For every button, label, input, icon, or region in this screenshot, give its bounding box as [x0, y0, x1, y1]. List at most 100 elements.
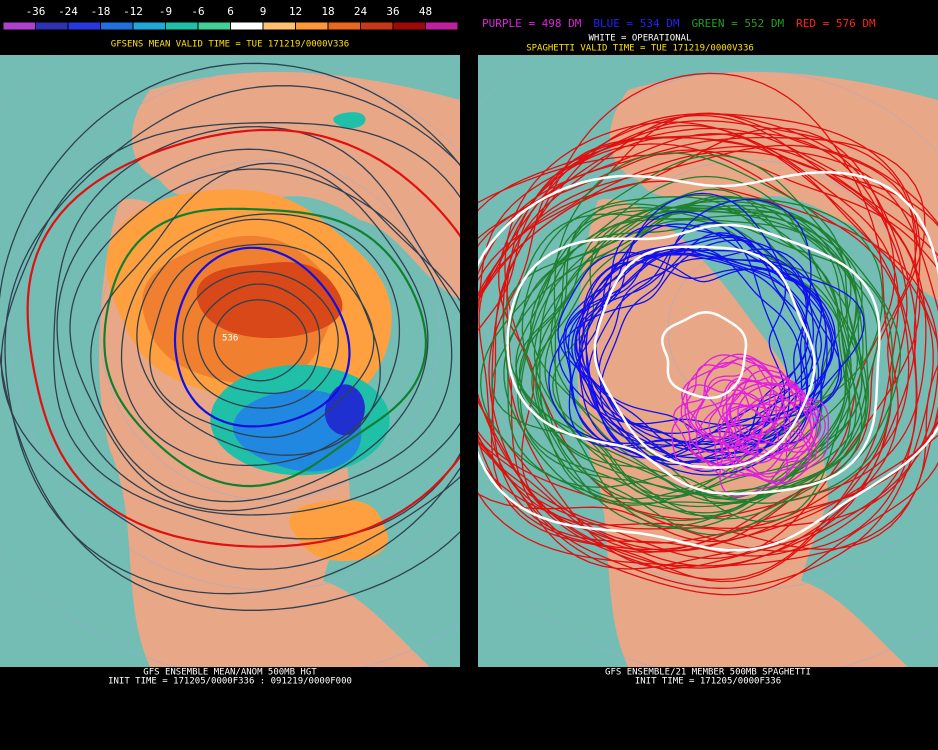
- operational-contour: [478, 171, 938, 552]
- spaghetti-member: [579, 210, 791, 459]
- operational-contour: [593, 245, 816, 469]
- spaghetti-member: [681, 357, 777, 448]
- height-contour: [69, 168, 453, 512]
- colorbar-label: 6: [227, 5, 234, 18]
- spaghetti-member: [478, 149, 938, 553]
- right-title: SPAGHETTI VALID TIME = TUE 171219/0000V3…: [526, 44, 754, 54]
- right-footer: GFS ENSEMBLE/21 MEMBER 500MB SPAGHETTI: [605, 668, 811, 678]
- operational-contour: [506, 223, 881, 496]
- height-contour: [103, 207, 428, 488]
- height-contour: [120, 213, 401, 467]
- spaghetti-member: [708, 377, 787, 477]
- colorbar-swatch: [360, 21, 394, 31]
- left-map: 536: [0, 55, 460, 667]
- colorbar-label: 18: [321, 5, 334, 18]
- height-contour: [56, 148, 460, 516]
- spaghetti-member: [491, 218, 863, 497]
- graticule: [487, 69, 938, 591]
- contour-label: 536: [222, 334, 238, 344]
- height-contour: [173, 246, 351, 428]
- spaghetti-member: [478, 127, 938, 596]
- colorbar-swatch: [197, 21, 231, 31]
- right-map: [478, 55, 938, 667]
- colorbar-label: -18: [91, 5, 111, 18]
- spaghetti-member: [504, 121, 917, 552]
- spaghetti-member: [478, 136, 938, 567]
- spaghetti-member: [478, 144, 938, 567]
- anomaly: [324, 384, 365, 436]
- graticule: [99, 159, 441, 501]
- colorbar-label: -9: [159, 5, 172, 18]
- colorbar-label: 24: [354, 5, 368, 18]
- colorbar-label: 36: [386, 5, 399, 18]
- colorbar-label: 12: [289, 5, 302, 18]
- height-contour: [182, 270, 339, 409]
- left-title: GFSENS MEAN VALID TIME = TUE 171219/0000…: [111, 40, 349, 50]
- height-contour: [4, 85, 460, 595]
- height-contour: [53, 126, 460, 540]
- land: [778, 580, 908, 667]
- colorbar-label: -24: [58, 5, 78, 18]
- spaghetti-member: [553, 152, 868, 520]
- spaghetti-member: [478, 132, 899, 581]
- height-contour: [90, 162, 429, 503]
- spaghetti-member: [673, 379, 768, 465]
- height-contour: [213, 299, 308, 382]
- spaghetti-member: [478, 120, 938, 550]
- operational-contour: [661, 311, 748, 400]
- colorbar-swatch: [165, 21, 199, 31]
- height-contour: [0, 62, 460, 611]
- colorbar-swatch: [327, 21, 361, 31]
- spaghetti-member: [729, 380, 812, 455]
- height-contour: [149, 243, 375, 438]
- spaghetti-member: [548, 239, 814, 446]
- colorbar-label: 9: [260, 5, 267, 18]
- colorbar-swatch: [67, 21, 101, 31]
- land: [300, 580, 430, 667]
- colorbar-swatch: [262, 21, 296, 31]
- colorbar-swatch: [230, 21, 264, 31]
- colorbar-swatch: [295, 21, 329, 31]
- height-contour: [197, 283, 321, 395]
- colorbar-swatch: [132, 21, 166, 31]
- anomaly: [289, 499, 388, 561]
- colorbar-swatch: [100, 21, 134, 31]
- anomaly: [333, 112, 366, 129]
- spaghetti-member: [574, 257, 828, 446]
- colorbar-swatch: [2, 21, 36, 31]
- spaghetti-member: [480, 222, 894, 504]
- spaghetti-member: [719, 403, 792, 498]
- colorbar-label: -6: [191, 5, 204, 18]
- height-contour: [136, 218, 381, 456]
- spaghetti-member: [725, 375, 813, 462]
- spaghetti-member: [723, 393, 813, 478]
- land: [131, 71, 460, 300]
- colorbar-label: -12: [123, 5, 143, 18]
- spaghetti-member: [478, 145, 938, 543]
- spaghetti-member: [478, 180, 938, 544]
- legend-entry: BLUE = 534 DM: [593, 17, 679, 30]
- legend-entry: RED = 576 DM: [796, 17, 876, 30]
- spaghetti-member: [599, 198, 812, 473]
- spaghetti-member: [557, 251, 865, 434]
- colorbar-swatch: [392, 21, 426, 31]
- spaghetti-member: [488, 132, 908, 569]
- right-footer: INIT TIME = 171205/0000F336: [635, 677, 781, 687]
- spaghetti-member: [544, 203, 863, 500]
- operational-label: WHITE = OPERATIONAL: [589, 34, 692, 44]
- height-contour: [0, 122, 460, 571]
- anomaly: [196, 262, 343, 339]
- spaghetti-member: [478, 112, 918, 551]
- height-contour: [26, 128, 460, 548]
- legend-entry: GREEN = 552 DM: [691, 17, 784, 30]
- spaghetti-member: [550, 194, 852, 523]
- legend-entry: PURPLE = 498 DM: [482, 17, 582, 30]
- colorbar-swatch: [425, 21, 459, 31]
- spaghetti-member: [686, 354, 783, 445]
- spaghetti-member: [535, 154, 852, 528]
- colorbar-label: -36: [26, 5, 46, 18]
- colorbar-label: 48: [419, 5, 432, 18]
- left-footer: GFS ENSEMBLE MEAN/ANOM 500MB HGT: [143, 668, 317, 678]
- left-footer: INIT TIME = 171205/0000F336 : 091219/000…: [108, 677, 352, 687]
